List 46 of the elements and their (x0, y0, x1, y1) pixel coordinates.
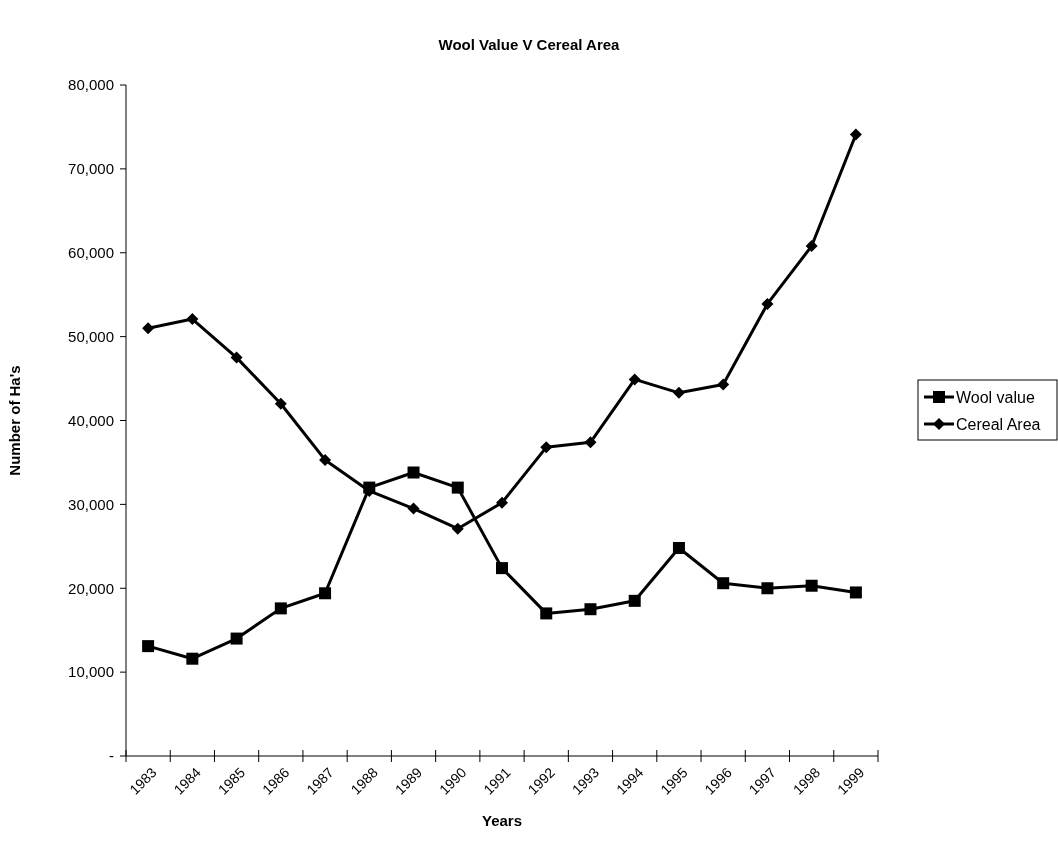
point (628, 373, 641, 386)
point (761, 582, 774, 595)
point (540, 441, 553, 454)
point (451, 481, 464, 494)
chart-title: Wool Value V Cereal Area (438, 36, 621, 53)
point (230, 351, 243, 364)
point (274, 602, 287, 615)
point (761, 297, 774, 310)
y-tick-label: 70,000 (68, 160, 114, 178)
point (584, 603, 597, 616)
y-tick-label: 30,000 (68, 495, 114, 513)
x-axis-title: Years (481, 812, 523, 829)
point (319, 453, 332, 466)
point (496, 562, 508, 575)
point (672, 541, 685, 554)
y-tick-label: - (109, 747, 114, 765)
point (407, 466, 420, 479)
point (849, 586, 862, 599)
legend-label: Wool value (956, 388, 1035, 406)
point (805, 240, 818, 253)
y-tick-label: 50,000 (68, 327, 114, 345)
point (717, 378, 730, 391)
point (186, 652, 199, 665)
point (628, 594, 641, 607)
point (672, 386, 685, 399)
point (319, 587, 332, 600)
point (186, 313, 199, 326)
point (805, 579, 818, 592)
y-tick-label: 60,000 (68, 244, 114, 261)
y-axis-title: Number of Ha's (6, 365, 23, 476)
y-tick-label: 40,000 (68, 411, 114, 429)
point (540, 607, 553, 620)
point (142, 322, 155, 335)
point (717, 577, 730, 590)
point (407, 502, 420, 515)
point (496, 496, 508, 509)
point (451, 522, 464, 535)
point (230, 632, 243, 645)
legend-label: Cereal Area (956, 415, 1041, 433)
point (142, 640, 155, 653)
y-tick-label: 10,000 (68, 663, 114, 681)
point (584, 436, 597, 449)
point (849, 128, 862, 141)
point (274, 397, 287, 410)
y-tick-label: 80,000 (68, 76, 114, 94)
y-tick-label: 20,000 (68, 579, 114, 597)
